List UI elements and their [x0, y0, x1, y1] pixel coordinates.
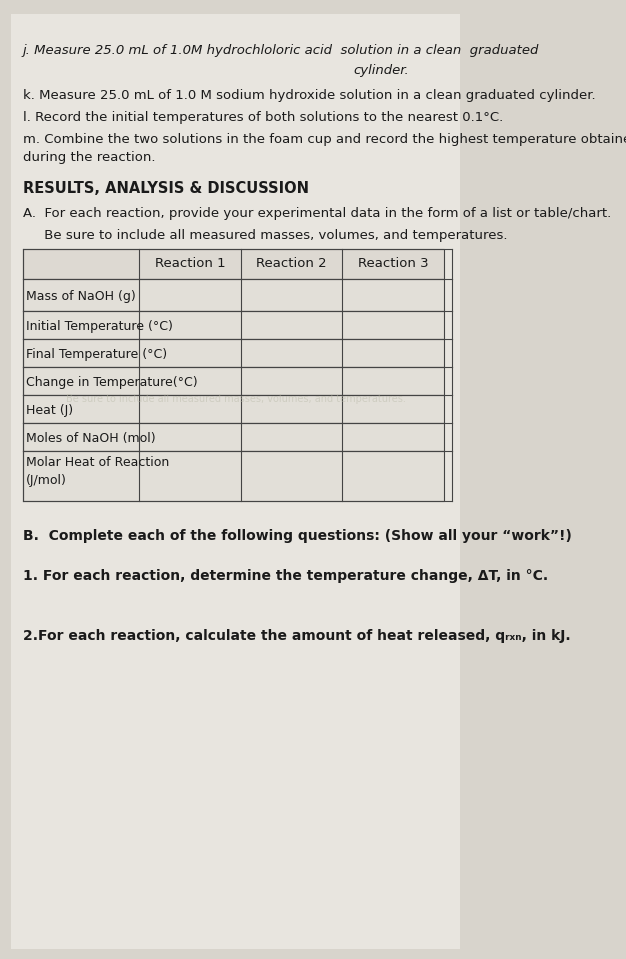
Text: 1. For each reaction, determine the temperature change, ΔT, in °C.: 1. For each reaction, determine the temp…	[23, 569, 548, 583]
Text: during the reaction.: during the reaction.	[23, 151, 155, 164]
Text: Reaction 1: Reaction 1	[155, 257, 225, 270]
Text: Reaction 3: Reaction 3	[358, 257, 429, 270]
Text: 2.For each reaction, calculate the amount of heat released, qᵣₓₙ, in kJ.: 2.For each reaction, calculate the amoun…	[23, 629, 570, 643]
Text: Initial Temperature (°C): Initial Temperature (°C)	[26, 320, 173, 333]
Text: Be sure to include all measured masses, volumes, and temperatures.: Be sure to include all measured masses, …	[23, 229, 507, 242]
Text: j. Measure 25.0 mL of 1.0M hydrochloloric acid  solution in a clean  graduated: j. Measure 25.0 mL of 1.0M hydrochlolori…	[23, 44, 539, 57]
Text: m. Combine the two solutions in the foam cup and record the highest temperature : m. Combine the two solutions in the foam…	[23, 133, 626, 146]
Text: Change in Temperature(°C): Change in Temperature(°C)	[26, 376, 197, 389]
Bar	[23, 339, 444, 367]
Text: cylinder.: cylinder.	[354, 64, 409, 77]
Bar	[23, 395, 444, 423]
Text: B.  Complete each of the following questions: (Show all your “work”!): B. Complete each of the following questi…	[23, 529, 572, 543]
Text: (J/mol): (J/mol)	[26, 474, 66, 487]
Bar	[23, 279, 444, 311]
Text: RESULTS, ANALYSIS & DISCUSSION: RESULTS, ANALYSIS & DISCUSSION	[23, 181, 309, 196]
Text: Mass of NaOH (g): Mass of NaOH (g)	[26, 290, 135, 303]
Text: Heat (J): Heat (J)	[26, 404, 73, 417]
Bar	[23, 367, 444, 395]
Text: A.  For each reaction, provide your experimental data in the form of a list or t: A. For each reaction, provide your exper…	[23, 207, 611, 220]
Bar	[23, 249, 444, 279]
Text: k. Measure 25.0 mL of 1.0 M sodium hydroxide solution in a clean graduated cylin: k. Measure 25.0 mL of 1.0 M sodium hydro…	[23, 89, 595, 102]
Bar	[23, 423, 444, 451]
Bar	[23, 311, 444, 339]
Text: Final Temperature (°C): Final Temperature (°C)	[26, 348, 167, 361]
Text: Molar Heat of Reaction: Molar Heat of Reaction	[26, 456, 169, 469]
Text: Reaction 2: Reaction 2	[256, 257, 327, 270]
FancyBboxPatch shape	[11, 14, 460, 949]
Text: Be sure to include all measured masses, volumes, and temperatures.: Be sure to include all measured masses, …	[66, 394, 406, 404]
Bar	[23, 451, 444, 501]
Text: l. Record the initial temperatures of both solutions to the nearest 0.1°C.: l. Record the initial temperatures of bo…	[23, 111, 503, 124]
Text: Moles of NaOH (mol): Moles of NaOH (mol)	[26, 432, 155, 445]
